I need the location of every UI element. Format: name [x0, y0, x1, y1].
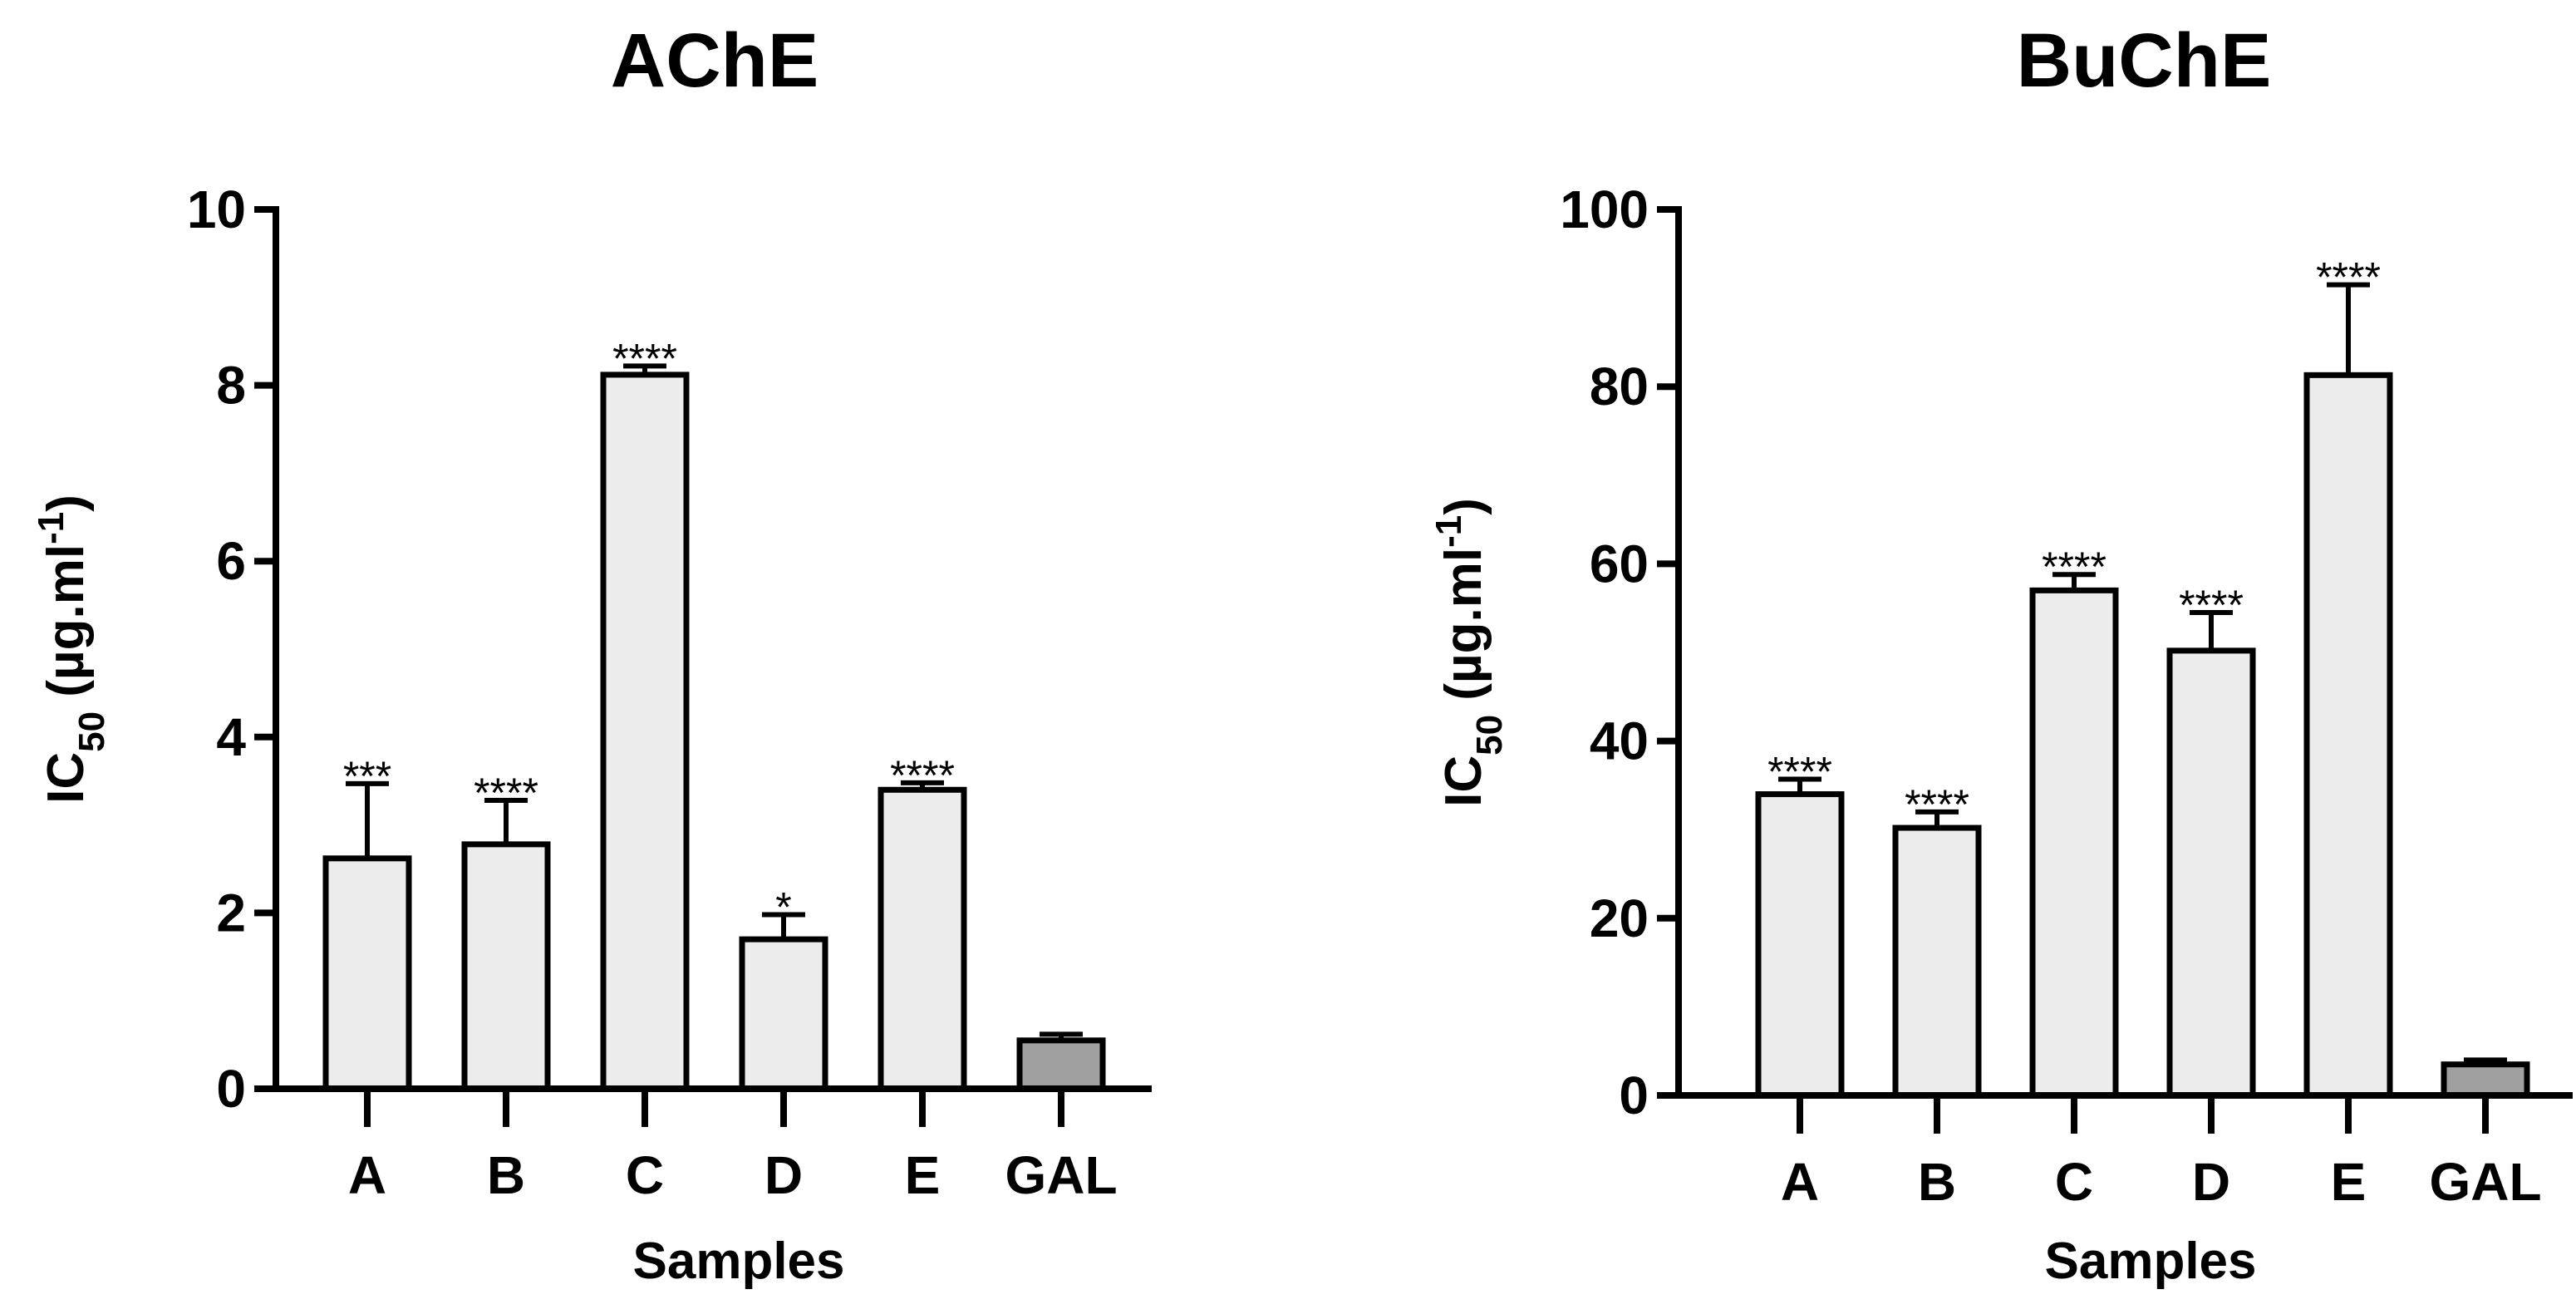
y-tick-label: 10	[187, 180, 246, 239]
significance-label: ****	[1767, 748, 1832, 795]
bar	[2303, 372, 2393, 1099]
x-tick-label: B	[487, 1145, 525, 1205]
significance-label: ****	[2179, 582, 2244, 628]
bar	[1892, 824, 1982, 1099]
significance-label: ****	[612, 335, 677, 381]
x-axis-label: Samples	[632, 1233, 844, 1290]
y-tick-label: 0	[1619, 1065, 1649, 1125]
y-axis-label-part: -1	[1428, 515, 1469, 548]
y-tick-label: 40	[1590, 711, 1649, 771]
bar	[600, 372, 690, 1092]
significance-label: ****	[2042, 544, 2107, 590]
y-tick-label: 60	[1590, 534, 1649, 593]
y-tick-label: 100	[1560, 180, 1649, 239]
y-tick-label: 0	[216, 1059, 246, 1119]
y-tick-label: 8	[216, 356, 246, 416]
y-tick-label: 6	[216, 531, 246, 591]
y-axis-label-part: IC	[37, 752, 95, 804]
significance-label: ****	[1905, 781, 1969, 828]
y-axis-label-part: 50	[71, 711, 112, 752]
x-tick-label: B	[1918, 1152, 1956, 1212]
y-tick-label: 20	[1590, 888, 1649, 948]
significance-label: ***	[343, 753, 391, 800]
bar	[461, 841, 551, 1092]
bar	[322, 855, 412, 1092]
x-tick-label: GAL	[2429, 1152, 2541, 1212]
chart-title: BuChE	[2017, 18, 2272, 103]
x-tick-label: A	[1781, 1152, 1819, 1212]
bar	[1755, 791, 1845, 1099]
y-tick-label: 80	[1590, 357, 1649, 416]
x-tick-label: C	[626, 1145, 664, 1205]
y-axis-label-part: )	[1435, 498, 1492, 515]
bar	[878, 786, 967, 1092]
bar	[2166, 647, 2256, 1099]
x-tick-label: E	[905, 1145, 941, 1205]
y-axis-label-part: 50	[1469, 715, 1510, 755]
y-axis-label-part: IC	[1435, 755, 1492, 807]
significance-label: ****	[2316, 254, 2381, 301]
significance-label: ****	[890, 752, 955, 799]
x-tick-label: D	[764, 1145, 803, 1205]
bar	[739, 936, 828, 1092]
y-axis-label-part: (µg.ml	[37, 544, 95, 711]
chart-title: AChE	[611, 18, 819, 103]
bar	[2029, 587, 2119, 1099]
bar	[2441, 1061, 2530, 1099]
significance-label: ****	[474, 770, 538, 816]
x-tick-label: GAL	[1005, 1145, 1117, 1205]
x-tick-label: E	[2331, 1152, 2367, 1212]
x-tick-label: C	[2055, 1152, 2093, 1212]
y-axis-label-part: )	[37, 495, 95, 512]
y-tick-label: 2	[216, 883, 246, 942]
x-tick-label: A	[348, 1145, 386, 1205]
y-axis-label-part: -1	[31, 512, 71, 544]
y-tick-label: 4	[216, 707, 246, 767]
bar	[1016, 1037, 1106, 1092]
y-axis-label: IC50 (µg.ml-1)	[31, 495, 112, 804]
x-tick-label: D	[2192, 1152, 2230, 1212]
y-axis-label-part: (µg.ml	[1435, 548, 1492, 715]
x-axis-label: Samples	[2044, 1233, 2256, 1290]
significance-label: *	[775, 884, 791, 931]
y-axis-label: IC50 (µg.ml-1)	[1428, 498, 1510, 807]
